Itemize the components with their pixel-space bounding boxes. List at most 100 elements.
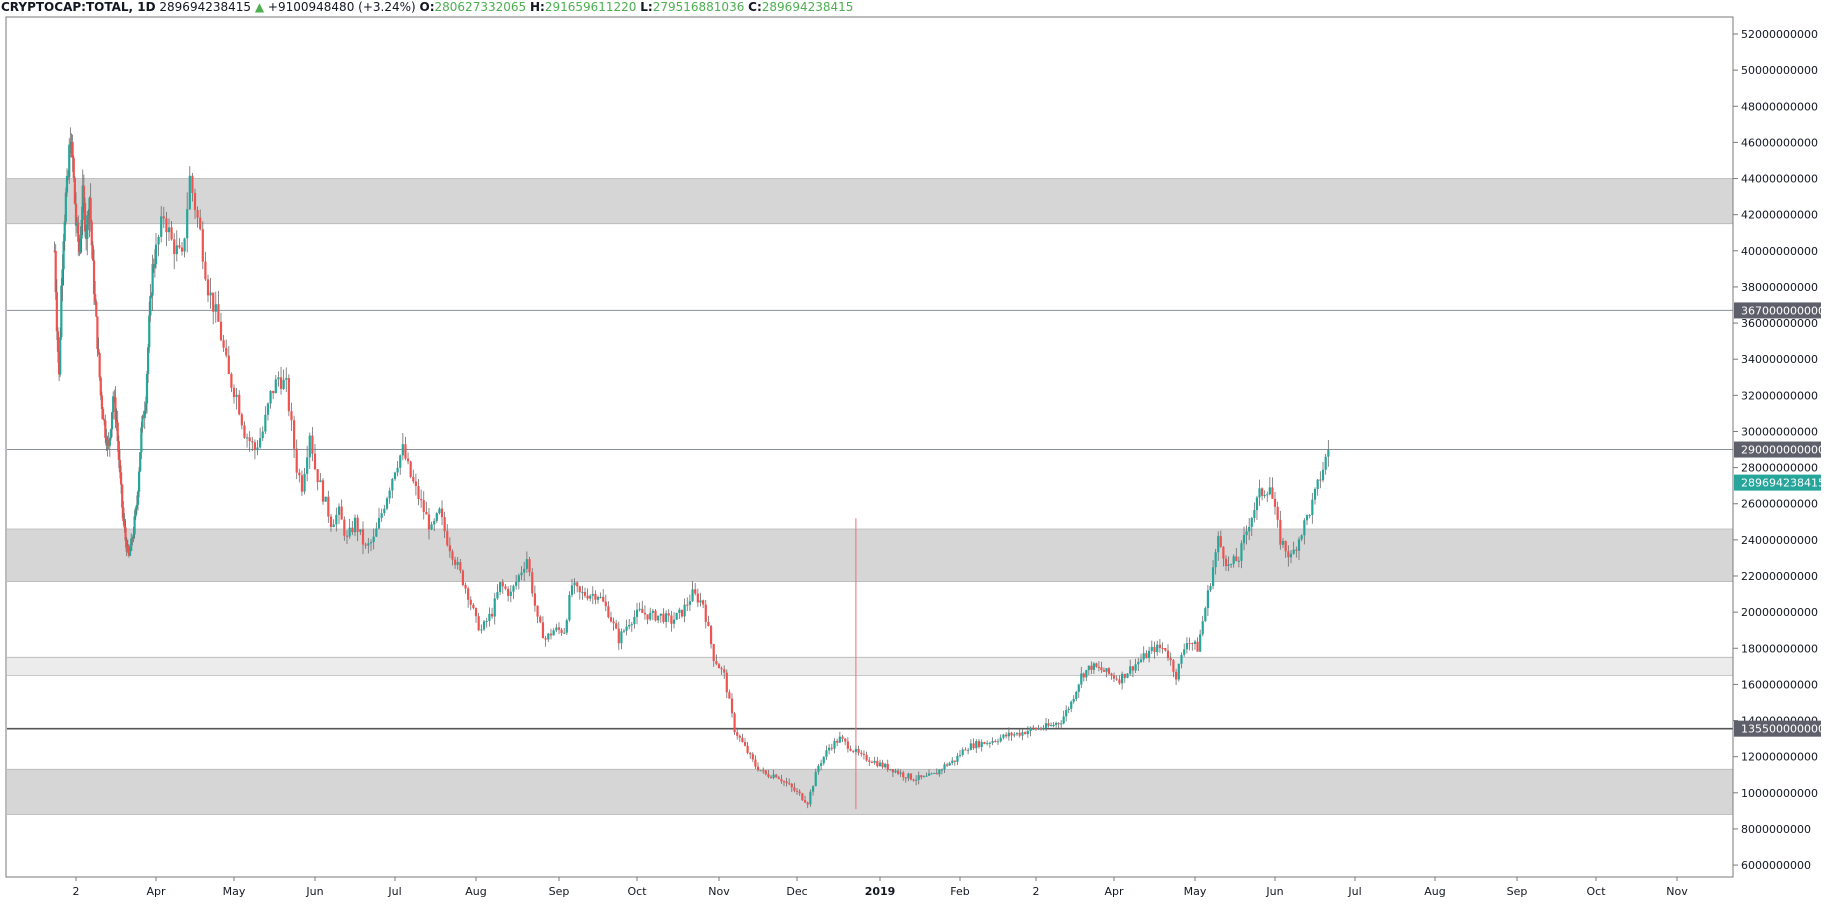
candle-up [269, 390, 272, 404]
candle-up [214, 304, 217, 312]
candle-down [728, 692, 731, 699]
candle-up [664, 613, 668, 622]
candle-down [180, 247, 184, 252]
candle-up [485, 621, 488, 623]
candle-up [1067, 708, 1070, 710]
candle-down [152, 264, 155, 268]
y-tick-label: 16000000000 [1741, 678, 1818, 691]
candle-up [147, 347, 150, 375]
candle-down [414, 481, 418, 487]
candle-up [899, 772, 902, 774]
candle-down [788, 783, 791, 785]
symbol-label: CRYPTOCAP:TOTAL, 1D [1, 0, 156, 14]
candle-down [451, 551, 454, 560]
candle-down [849, 748, 852, 751]
candle-up [967, 749, 970, 751]
candle-down [124, 527, 127, 541]
candle-down [292, 420, 296, 449]
candle-up [547, 633, 550, 640]
candle-up [1211, 567, 1215, 587]
candle-up [1242, 535, 1246, 544]
candle-down [114, 397, 117, 420]
candle-down [881, 762, 884, 768]
candle-up [523, 568, 526, 573]
candle-up [1070, 701, 1073, 709]
candle-down [91, 245, 95, 261]
candle-up [1227, 564, 1230, 567]
candle-down [351, 527, 354, 533]
candle-down [539, 616, 542, 623]
candle-down [945, 764, 949, 766]
candle-down [586, 595, 589, 599]
low-label: L: [640, 0, 653, 14]
level-price-tag: 135500000000 [1741, 723, 1825, 736]
candle-up [259, 438, 262, 448]
candle-up [380, 513, 383, 518]
candle-up [391, 479, 394, 491]
candle-down [121, 484, 124, 508]
candle-up [1255, 497, 1259, 511]
candle-down [1175, 671, 1178, 680]
y-tick-label: 12000000000 [1741, 751, 1818, 764]
x-tick-label: Sep [1507, 885, 1528, 898]
price-axis[interactable]: 52000000000 50000000000 48000000000 4600000… [1733, 28, 1818, 872]
candle-up [678, 609, 681, 613]
candle-down [53, 250, 56, 252]
level-price-tag: 367000000000 [1741, 304, 1825, 317]
candle-down [1095, 663, 1098, 667]
y-tick-label: 18000000000 [1741, 642, 1818, 655]
level-price-tag-bg [1734, 720, 1821, 737]
candle-down [870, 761, 874, 763]
candle-up [148, 315, 151, 348]
candle-up [1240, 543, 1243, 561]
candle-up [1037, 728, 1040, 730]
candle-up [1180, 654, 1183, 664]
candle-down [1196, 641, 1199, 652]
candle-up [140, 427, 143, 453]
low-value: 279516881036 [652, 0, 745, 14]
candle-up [563, 632, 566, 634]
candle-up [183, 238, 186, 252]
candle-up [88, 197, 91, 220]
candle-down [272, 390, 275, 394]
candle-down [199, 217, 202, 230]
level-price-tag-bg [1734, 302, 1821, 319]
candle-up [1185, 643, 1188, 650]
candle-down [801, 793, 804, 801]
candle-up [565, 620, 568, 633]
candle-up [79, 238, 82, 252]
candle-up [235, 394, 238, 398]
candle-up [917, 775, 920, 780]
candle-up [433, 520, 436, 525]
x-tick-label: Dec [786, 885, 807, 898]
y-tick-label: 20000000000 [1741, 606, 1818, 619]
y-tick-label: 48000000000 [1741, 100, 1818, 113]
candle-down [90, 221, 93, 246]
x-tick-label: Apr [1104, 885, 1124, 898]
candle-down [99, 377, 102, 396]
candle-down [1018, 732, 1021, 736]
candle-up [1253, 510, 1256, 518]
candle-down [646, 614, 649, 620]
candle-down [1115, 678, 1118, 680]
candle-down [1319, 479, 1322, 481]
candle-down [69, 144, 72, 153]
candle-up [1281, 541, 1285, 545]
candle-up [1230, 563, 1233, 565]
candle-up [854, 748, 858, 752]
candle-down [1260, 488, 1264, 496]
candle-down [886, 763, 889, 770]
time-axis[interactable]: 2 Apr May Jun Jul Aug Sep Oct Nov Dec 2019 Feb 2 Apr M… [73, 877, 1689, 898]
candle-down [891, 769, 895, 773]
candle-down [173, 239, 176, 255]
candle-up [589, 595, 592, 599]
x-tick-label: Apr [146, 885, 166, 898]
candle-down [723, 669, 726, 673]
candle-down [71, 141, 74, 158]
candle-up [672, 619, 676, 624]
candle-down [1219, 536, 1222, 547]
candle-up [838, 736, 841, 743]
candle-up [70, 141, 73, 153]
candle-down [544, 638, 547, 640]
